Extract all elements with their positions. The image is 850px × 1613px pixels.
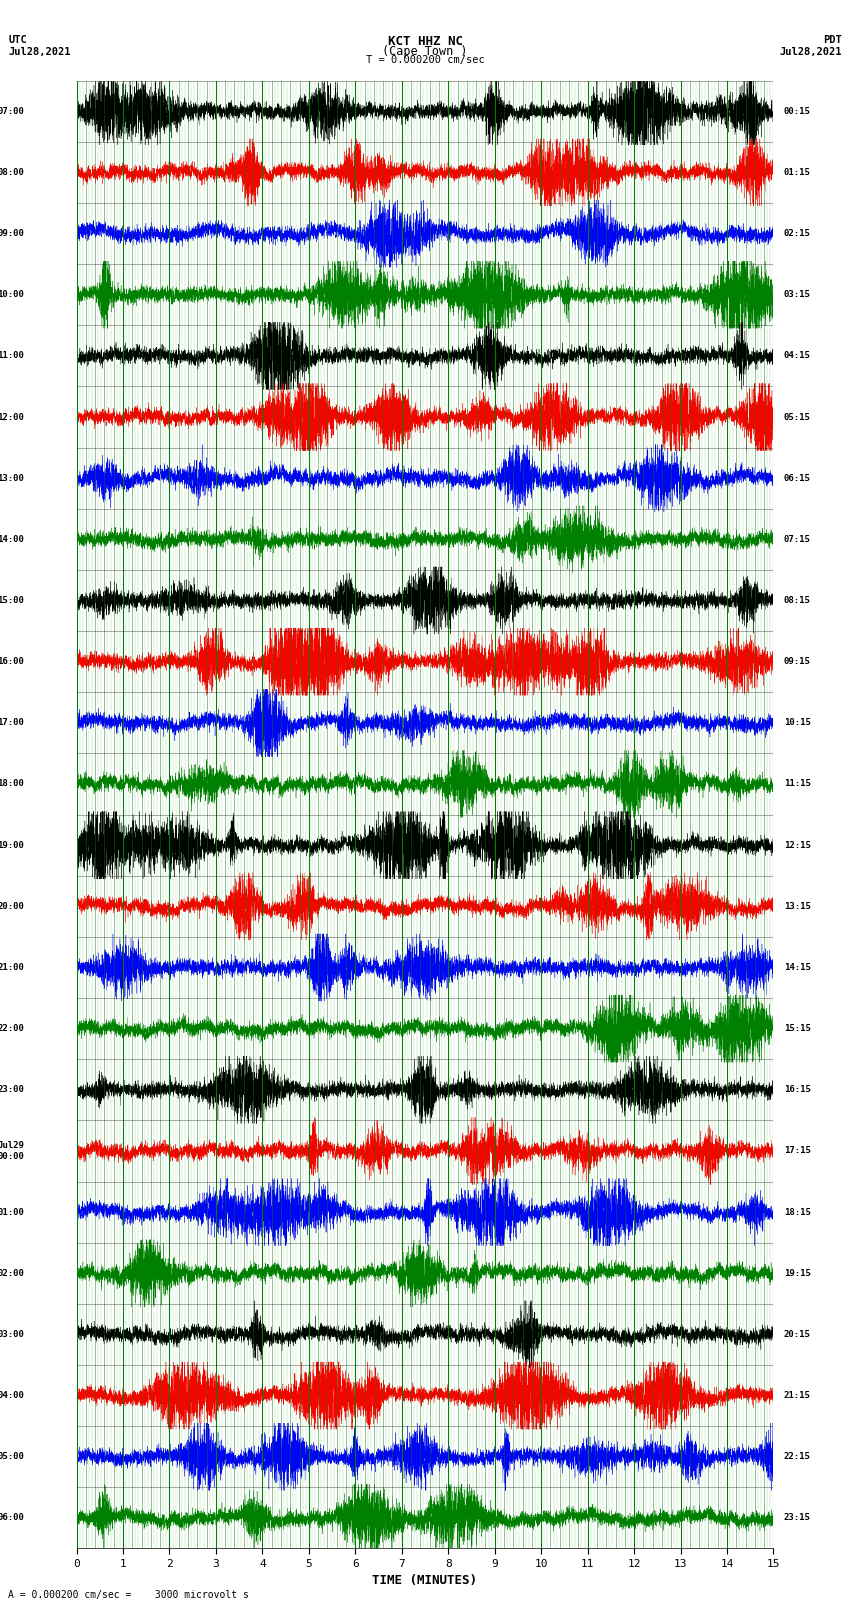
Text: 07:15: 07:15 xyxy=(784,536,811,544)
Text: 23:00: 23:00 xyxy=(0,1086,25,1094)
Text: 09:00: 09:00 xyxy=(0,229,25,239)
Text: 17:15: 17:15 xyxy=(784,1147,811,1155)
Text: 20:15: 20:15 xyxy=(784,1331,811,1339)
Text: 14:15: 14:15 xyxy=(784,963,811,973)
Text: 04:15: 04:15 xyxy=(784,352,811,360)
Text: 01:15: 01:15 xyxy=(784,168,811,177)
Text: 12:15: 12:15 xyxy=(784,840,811,850)
Text: Jul29
00:00: Jul29 00:00 xyxy=(0,1142,25,1161)
Text: 21:00: 21:00 xyxy=(0,963,25,973)
Text: 06:15: 06:15 xyxy=(784,474,811,482)
Text: 11:00: 11:00 xyxy=(0,352,25,360)
Text: 15:00: 15:00 xyxy=(0,597,25,605)
Text: 21:15: 21:15 xyxy=(784,1390,811,1400)
Text: 02:00: 02:00 xyxy=(0,1269,25,1277)
Text: 13:00: 13:00 xyxy=(0,474,25,482)
Text: 03:15: 03:15 xyxy=(784,290,811,298)
Text: 00:15: 00:15 xyxy=(784,106,811,116)
Text: 15:15: 15:15 xyxy=(784,1024,811,1032)
Text: (Cape Town ): (Cape Town ) xyxy=(382,45,468,58)
Text: 20:00: 20:00 xyxy=(0,902,25,911)
Text: PDT
Jul28,2021: PDT Jul28,2021 xyxy=(779,35,842,56)
Text: 10:15: 10:15 xyxy=(784,718,811,727)
Text: 08:15: 08:15 xyxy=(784,597,811,605)
Text: 22:00: 22:00 xyxy=(0,1024,25,1032)
Text: UTC
Jul28,2021: UTC Jul28,2021 xyxy=(8,35,71,56)
Text: 05:00: 05:00 xyxy=(0,1452,25,1461)
Text: 19:15: 19:15 xyxy=(784,1269,811,1277)
Text: 18:00: 18:00 xyxy=(0,779,25,789)
Text: 14:00: 14:00 xyxy=(0,536,25,544)
Text: 18:15: 18:15 xyxy=(784,1208,811,1216)
Text: 22:15: 22:15 xyxy=(784,1452,811,1461)
Text: 06:00: 06:00 xyxy=(0,1513,25,1523)
Text: 07:00: 07:00 xyxy=(0,106,25,116)
Text: 01:00: 01:00 xyxy=(0,1208,25,1216)
Text: 04:00: 04:00 xyxy=(0,1390,25,1400)
Text: 23:15: 23:15 xyxy=(784,1513,811,1523)
Text: KCT HHZ NC: KCT HHZ NC xyxy=(388,35,462,48)
Text: 17:00: 17:00 xyxy=(0,718,25,727)
Text: 13:15: 13:15 xyxy=(784,902,811,911)
Text: 10:00: 10:00 xyxy=(0,290,25,298)
Text: T = 0.000200 cm/sec: T = 0.000200 cm/sec xyxy=(366,55,484,65)
Text: A = 0.000200 cm/sec =    3000 microvolt s: A = 0.000200 cm/sec = 3000 microvolt s xyxy=(8,1590,249,1600)
Text: 09:15: 09:15 xyxy=(784,656,811,666)
Text: 16:15: 16:15 xyxy=(784,1086,811,1094)
Text: 11:15: 11:15 xyxy=(784,779,811,789)
Text: 12:00: 12:00 xyxy=(0,413,25,421)
Text: 19:00: 19:00 xyxy=(0,840,25,850)
Text: 08:00: 08:00 xyxy=(0,168,25,177)
Text: 05:15: 05:15 xyxy=(784,413,811,421)
X-axis label: TIME (MINUTES): TIME (MINUTES) xyxy=(372,1574,478,1587)
Text: 02:15: 02:15 xyxy=(784,229,811,239)
Text: 03:00: 03:00 xyxy=(0,1331,25,1339)
Text: 16:00: 16:00 xyxy=(0,656,25,666)
